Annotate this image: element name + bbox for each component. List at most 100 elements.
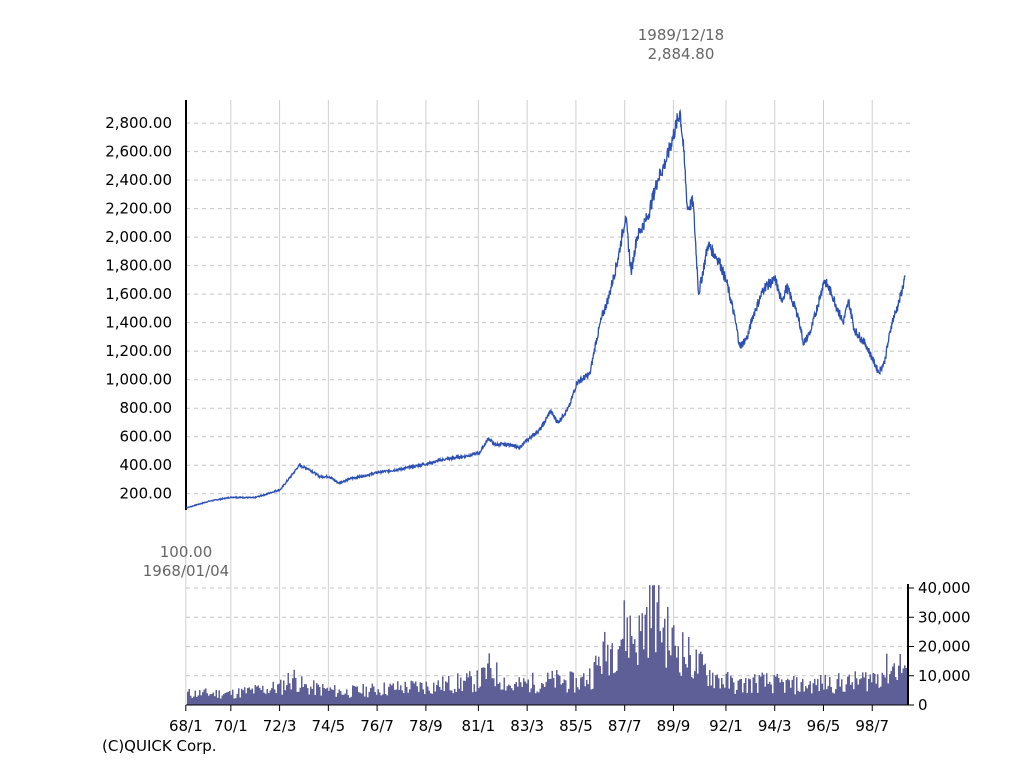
volume-bar [488, 653, 490, 705]
volume-bar [218, 690, 220, 705]
volume-y-tick-label: 0 [918, 696, 928, 714]
volume-bar [605, 661, 607, 705]
volume-bar [638, 615, 640, 705]
x-tick-label: 92/1 [709, 717, 743, 735]
volume-bar [278, 683, 280, 705]
start-annotation: 100.00 1968/01/04 [122, 543, 250, 581]
volume-bar [224, 693, 226, 705]
volume-bar [866, 691, 868, 705]
volume-bar [373, 686, 375, 705]
volume-bar [436, 685, 438, 705]
volume-bar [257, 685, 259, 705]
price-y-tick-label: 2,000.00 [105, 228, 172, 246]
price-y-tick-label: 1,800.00 [105, 257, 172, 275]
volume-bar [232, 689, 234, 705]
volume-bar [457, 673, 459, 705]
volume-bar [245, 693, 247, 705]
volume-bar [364, 696, 366, 705]
volume-bar [551, 670, 553, 705]
volume-bar [764, 686, 766, 705]
volume-bar [722, 684, 724, 705]
volume-bar [548, 679, 550, 705]
volume-bar [841, 679, 843, 705]
gridlines [185, 100, 910, 706]
volume-bar [355, 686, 357, 705]
volume-bar [469, 671, 471, 705]
volume-bar [427, 686, 429, 705]
volume-bar [899, 654, 901, 705]
volume-bar [896, 680, 898, 705]
volume-bar [421, 683, 423, 705]
volume-bar [794, 694, 796, 705]
volume-bar [367, 697, 369, 705]
volume-bar [683, 657, 685, 705]
volume-bar [238, 688, 240, 705]
volume-bar [845, 684, 847, 705]
volume-bar [346, 689, 348, 705]
volume-bar [440, 689, 442, 705]
volume-bar [425, 681, 427, 705]
volume-bar [236, 693, 238, 705]
volume-bar [439, 687, 441, 705]
volume-bar [290, 689, 292, 705]
volume-bar [499, 682, 501, 705]
volume-bar [353, 686, 355, 705]
volume-bar [560, 684, 562, 705]
volume-bar [689, 655, 691, 705]
volume-bar [803, 691, 805, 705]
x-tick-label: 70/1 [214, 717, 248, 735]
volume-bar [481, 667, 483, 705]
volume-bar [322, 684, 324, 705]
volume-bar [515, 682, 517, 705]
volume-bar [617, 649, 619, 705]
volume-bar [449, 690, 451, 705]
volume-bar [553, 677, 555, 705]
volume-bar [299, 687, 301, 705]
volume-bar [446, 682, 448, 705]
price-y-tick-label: 2,400.00 [105, 171, 172, 189]
volume-bar [797, 690, 799, 705]
volume-bar [517, 686, 519, 705]
volume-bar [361, 693, 363, 705]
volume-bar [329, 687, 331, 705]
volume-bar [562, 683, 564, 705]
x-tick-label: 94/3 [758, 717, 792, 735]
volume-bar [242, 690, 244, 705]
volume-bar [716, 674, 718, 705]
volume-bar [602, 641, 604, 705]
volume-bar [805, 686, 807, 705]
volume-bar [370, 688, 372, 705]
price-y-tick-label: 2,600.00 [105, 143, 172, 161]
volume-bar [863, 677, 865, 705]
volume-bar [419, 682, 421, 705]
volume-bar [761, 672, 763, 705]
volume-bar [286, 685, 288, 705]
volume-bar [784, 692, 786, 705]
volume-bar [844, 691, 846, 705]
volume-bar [842, 691, 844, 705]
volume-bar [700, 651, 702, 705]
volume-bar [409, 689, 411, 705]
volume-bar [577, 687, 579, 705]
volume-bar [493, 678, 495, 705]
volume-bar [352, 685, 354, 705]
volume-y-tick-label: 30,000 [918, 608, 971, 626]
volume-bar [508, 684, 510, 705]
volume-bar [895, 677, 897, 705]
volume-bar [502, 689, 504, 705]
volume-bar [323, 688, 325, 705]
volume-bar [524, 681, 526, 705]
volume-bar [706, 675, 708, 705]
volume-bar [889, 674, 891, 705]
volume-bar [467, 677, 469, 705]
volume-bar [869, 674, 871, 705]
volume-bar [745, 678, 747, 705]
volume-bar [748, 678, 750, 705]
volume-bar [590, 689, 592, 705]
price-y-tick-label: 2,800.00 [105, 114, 172, 132]
volume-bar [691, 677, 693, 705]
volume-bar [491, 678, 493, 705]
volume-bar [847, 676, 849, 705]
volume-bar [644, 614, 646, 705]
volume-bar [220, 698, 222, 705]
